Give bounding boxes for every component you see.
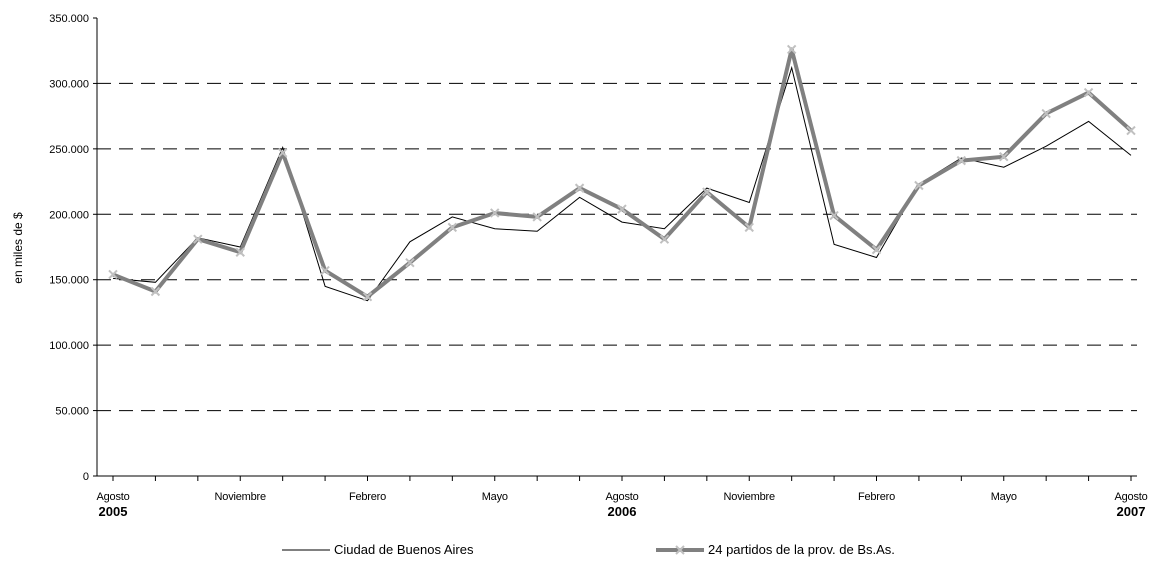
data-point-marker (956, 155, 967, 166)
x-year-label: 2005 (99, 504, 128, 519)
data-point-marker (150, 286, 161, 297)
gridlines (97, 82, 1137, 412)
data-point-marker (362, 292, 373, 302)
marker-stroke (150, 286, 161, 297)
y-tick-label: 0 (83, 471, 89, 483)
marker-stroke (277, 148, 288, 158)
marker-stroke (405, 257, 415, 268)
data-point-marker (702, 187, 712, 197)
data-point-marker (659, 234, 670, 244)
y-axis-label: en miles de $ (11, 212, 25, 284)
x-tick-label: Mayo (991, 491, 1017, 503)
y-tick-label: 250.000 (49, 144, 89, 156)
marker-stroke (659, 234, 670, 244)
data-point-marker (871, 244, 882, 255)
marker-stroke (320, 265, 330, 276)
data-point-marker (235, 247, 245, 257)
x-tick-label: Agosto (1114, 491, 1147, 503)
marker-stroke (193, 234, 203, 244)
x-tick-label: Mayo (482, 491, 508, 503)
marker-stroke (829, 210, 839, 221)
marker-stroke (447, 222, 458, 233)
data-point-marker (1083, 87, 1094, 98)
series-lines (108, 44, 1136, 302)
marker-stroke (871, 244, 882, 255)
data-point-marker (617, 204, 627, 214)
data-point-marker (999, 152, 1009, 162)
legend-label-partidos: 24 partidos de la prov. de Bs.As. (708, 542, 895, 557)
marker-stroke (1126, 125, 1136, 136)
marker-stroke (574, 183, 585, 193)
data-point-marker (447, 222, 458, 233)
x-tick-label: Febrero (858, 491, 895, 503)
x-tick-label: Febrero (349, 491, 386, 503)
y-tick-label: 150.000 (49, 275, 89, 287)
x-tick-label: Agosto (605, 491, 638, 503)
marker-stroke (362, 292, 373, 302)
marker-stroke (490, 208, 500, 218)
marker-stroke (532, 212, 542, 222)
data-point-marker (320, 265, 330, 276)
data-point-marker (193, 234, 203, 244)
x-year-label: 2006 (608, 504, 637, 519)
marker-stroke (108, 269, 118, 280)
data-point-marker (914, 180, 924, 191)
data-point-marker (532, 212, 542, 222)
x-year-label: 2007 (1117, 504, 1146, 519)
data-point-marker (1041, 108, 1051, 119)
marker-stroke (999, 152, 1009, 162)
marker-stroke (702, 187, 712, 197)
marker-stroke (1041, 108, 1051, 119)
data-point-marker (786, 44, 797, 55)
marker-stroke (235, 247, 245, 257)
series-line-ciudad (112, 65, 1132, 302)
axes: 0 50.000 100.000 150.000 200.000 250.000 300.0… (49, 13, 1148, 519)
legend-marker-partidos (675, 545, 685, 555)
marker-stroke (914, 180, 924, 191)
marker-stroke (744, 222, 754, 233)
marker-stroke (956, 155, 967, 166)
y-tick-label: 50.000 (55, 406, 89, 418)
x-tick-label: Noviembre (215, 491, 266, 503)
marker-stroke (617, 204, 627, 214)
x-tick-label: Noviembre (724, 491, 775, 503)
legend: Ciudad de Buenos Aires 24 partidos de la… (282, 542, 895, 557)
legend-label-ciudad: Ciudad de Buenos Aires (334, 542, 474, 557)
x-tick-label: Agosto (96, 491, 129, 503)
y-tick-label: 300.000 (49, 78, 89, 90)
data-point-marker (1126, 125, 1136, 136)
data-point-marker (574, 183, 585, 193)
data-point-marker (405, 257, 415, 268)
y-tick-label: 350.000 (49, 13, 89, 25)
y-tick-label: 100.000 (49, 340, 89, 352)
marker-stroke (786, 44, 797, 55)
series-line-partidos (112, 47, 1133, 299)
data-point-marker (108, 269, 118, 280)
data-point-marker (744, 222, 754, 233)
data-point-marker (277, 148, 288, 158)
data-point-marker (490, 208, 500, 218)
y-tick-label: 200.000 (49, 209, 89, 221)
marker-stroke (1083, 87, 1094, 98)
data-point-marker (829, 210, 839, 221)
